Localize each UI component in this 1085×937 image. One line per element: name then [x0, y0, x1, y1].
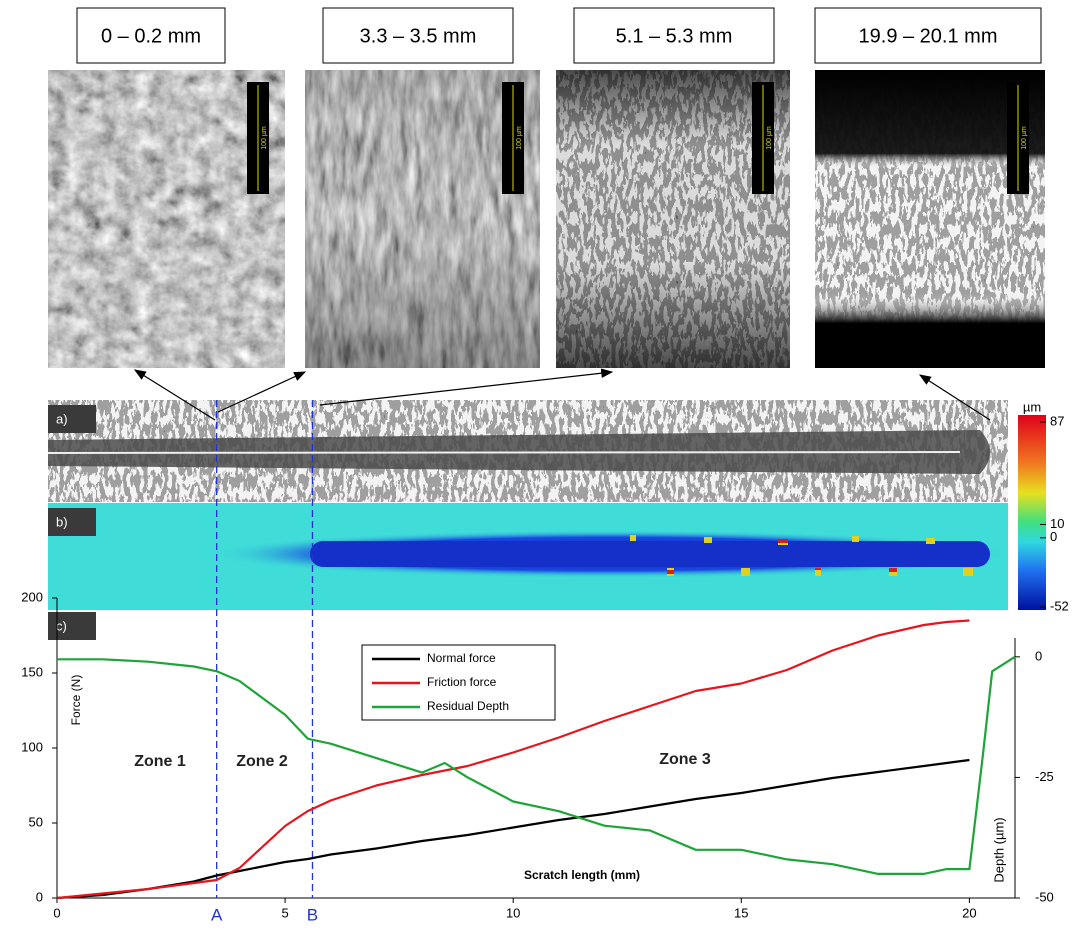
- speckle: [852, 536, 859, 542]
- speckle: [889, 570, 897, 576]
- marker-label: A: [211, 905, 223, 924]
- zone-label: Zone 3: [659, 751, 711, 768]
- x-tick-label: 5: [281, 905, 288, 920]
- scale-bar-label: 100 µm: [516, 126, 523, 150]
- y2-axis-label: Depth (µm): [991, 817, 1006, 882]
- scale-bar-label: 100 µm: [1021, 126, 1028, 150]
- panel-label: b): [56, 514, 68, 529]
- title-box: [76, 7, 226, 64]
- micrographs: 0 – 0.2 mm 100 µm 3.3 – 3.5 mm 100 µm 5.1 – …: [48, 7, 1045, 368]
- speckle: [667, 570, 674, 574]
- speckle: [741, 568, 750, 574]
- micrograph: [48, 70, 285, 368]
- y2-tick-label: 0: [1035, 648, 1042, 663]
- panel-b: [48, 503, 1010, 610]
- title-box: [573, 7, 775, 64]
- groove-core: [310, 541, 990, 567]
- y-tick-label: 150: [21, 664, 43, 679]
- colorbar-tick-label: -52: [1050, 598, 1069, 613]
- scratch-center: [47, 451, 961, 454]
- title-box: [322, 7, 514, 64]
- legend-label: Friction force: [427, 675, 497, 689]
- x-tick-label: 0: [53, 905, 60, 920]
- speckle: [815, 570, 821, 575]
- arrow: [217, 371, 307, 413]
- speckle: [963, 570, 973, 576]
- y-tick-label: 50: [29, 814, 43, 829]
- zone-label: Zone 1: [134, 753, 186, 770]
- x-tick-label: 15: [734, 905, 748, 920]
- marker-label: B: [307, 905, 318, 924]
- image-label: 0 – 0.2 mm: [101, 25, 201, 47]
- shading: [815, 70, 1045, 368]
- panel-label-bg: [48, 508, 96, 536]
- series-line: [57, 655, 1016, 875]
- y-tick-label: 100: [21, 739, 43, 754]
- speckle: [926, 538, 935, 543]
- x-tick-label: 20: [962, 905, 976, 920]
- image-label: 3.3 – 3.5 mm: [360, 25, 477, 47]
- legend-label: Normal force: [427, 651, 496, 665]
- speckle: [704, 537, 712, 542]
- x-axis-label: Scratch length (mm): [524, 868, 640, 882]
- legend: Normal force Friction force Residual Depth: [361, 644, 556, 721]
- speckle: [889, 568, 897, 572]
- y-tick-label: 200: [21, 589, 43, 604]
- image-label: 5.1 – 5.3 mm: [616, 25, 733, 47]
- scale-bar-label: 100 µm: [261, 126, 268, 150]
- y2-tick-label: -25: [1035, 769, 1054, 784]
- panel-label-bg: [48, 612, 96, 640]
- x-tick-label: 10: [506, 905, 520, 920]
- shading: [556, 70, 790, 368]
- panel-a: [47, 400, 1008, 502]
- arrow: [918, 374, 991, 421]
- y-axis-label: Force (N): [69, 675, 83, 726]
- panel-label: a): [56, 411, 68, 426]
- panel-label: c): [56, 618, 67, 633]
- arrow: [319, 368, 614, 406]
- image-label: 19.9 – 20.1 mm: [859, 25, 998, 47]
- colorbar-tick-label: 0: [1050, 529, 1057, 544]
- legend-label: Residual Depth: [427, 699, 509, 713]
- shading: [305, 70, 540, 368]
- colorbar-unit: µm: [1023, 399, 1041, 414]
- title-box: [814, 7, 1042, 64]
- y2-tick-label: -50: [1035, 889, 1054, 904]
- zone-label: Zone 2: [236, 753, 288, 770]
- panel-label-bg: [48, 405, 96, 433]
- arrow: [133, 369, 216, 421]
- speckle: [630, 535, 636, 541]
- series-line: [56, 758, 970, 900]
- scale-bar-label: 100 µm: [766, 126, 773, 150]
- colorbar: [1018, 415, 1046, 610]
- y-tick-label: 0: [36, 889, 43, 904]
- colorbar-tick-label: 10: [1050, 516, 1064, 531]
- speckle: [778, 539, 788, 543]
- colorbar-tick-label: 87: [1050, 413, 1064, 428]
- series-line: [56, 619, 970, 900]
